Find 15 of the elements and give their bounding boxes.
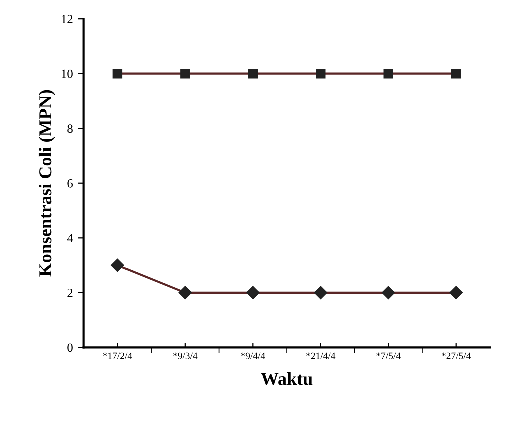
x-axis-title: Waktu [261,372,313,386]
y-tick-label: 12 [62,15,73,24]
x-tick-label: *7/5/4 [376,352,401,360]
y-tick-label: 8 [68,124,73,134]
y-tick-label: 4 [67,234,74,242]
x-tick-label: *9/3/4 [173,352,198,360]
y-tick-label: 10 [62,70,73,78]
y-tick-label: 0 [68,344,73,352]
x-tick-label: *21/4/4 [306,352,336,360]
y-tick-label: 6 [68,179,74,188]
y-tick-label: 2 [68,288,73,298]
x-tick-label: *27/5/4 [442,352,472,360]
y-axis-title: Konsentrasi Coli (MPN) [38,90,56,277]
x-tick-label: *17/2/4 [103,352,132,360]
x-tick-label: *9/4/4 [241,352,266,360]
